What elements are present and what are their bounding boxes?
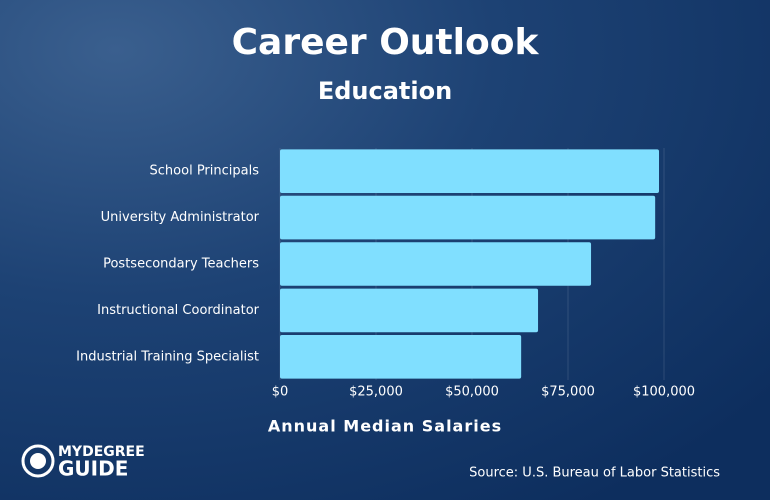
logo-icon: [21, 444, 55, 478]
bar: [280, 288, 539, 333]
bar: [280, 149, 660, 194]
x-tick-label: $25,000: [349, 385, 403, 400]
y-tick-label: Instructional Coordinator: [97, 303, 260, 318]
bar: [280, 242, 592, 286]
chart-subtitle: Education: [318, 77, 452, 105]
bar: [280, 195, 656, 240]
logo-icon-center: [30, 453, 46, 469]
logo: MYDEGREE GUIDE: [21, 444, 145, 481]
y-tick-label: School Principals: [150, 164, 260, 179]
logo-line2: GUIDE: [58, 457, 128, 481]
bar: [280, 334, 522, 379]
x-tick-label: $75,000: [541, 385, 595, 400]
x-tick-label: $0: [272, 385, 289, 400]
x-tick-label: $100,000: [633, 385, 695, 400]
y-tick-label: University Administrator: [101, 210, 260, 225]
x-axis-label: Annual Median Salaries: [268, 417, 502, 436]
y-tick-label: Industrial Training Specialist: [76, 349, 259, 364]
source: Source: U.S. Bureau of Labor Statistics: [469, 466, 720, 481]
x-tick-label: $50,000: [445, 385, 499, 400]
logo-line1: MYDEGREE: [58, 444, 145, 460]
chart-title: Career Outlook: [232, 22, 540, 63]
y-tick-label: Postsecondary Teachers: [103, 257, 259, 272]
